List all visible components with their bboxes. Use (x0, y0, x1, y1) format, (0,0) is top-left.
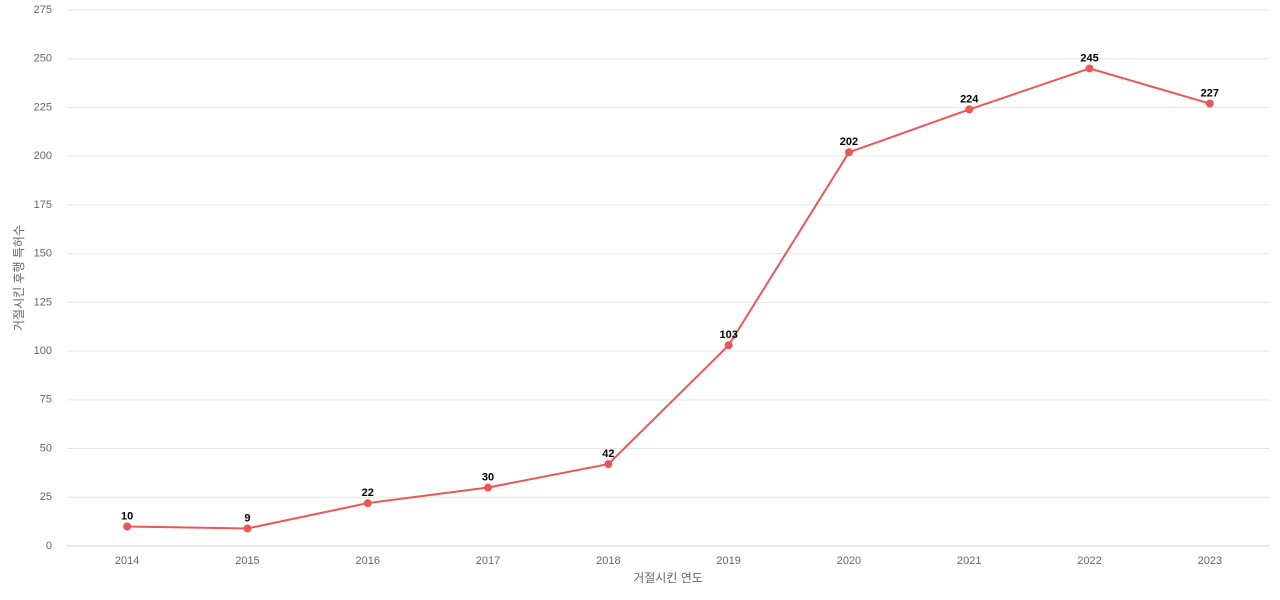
value-label: 42 (602, 448, 614, 460)
y-tick-label: 50 (40, 442, 52, 454)
value-label: 202 (840, 136, 858, 148)
point (363, 499, 372, 508)
value-label: 227 (1201, 87, 1219, 99)
y-tick-label: 200 (34, 150, 52, 162)
value-label: 30 (482, 471, 494, 483)
x-tick-label: 2014 (115, 555, 139, 567)
point (123, 522, 132, 531)
x-tick-label: 2016 (356, 555, 380, 567)
x-tick-label: 2017 (476, 555, 500, 567)
x-tick-label: 2018 (596, 555, 620, 567)
point (724, 341, 733, 350)
y-tick-label: 100 (34, 345, 52, 357)
point (243, 524, 252, 533)
y-tick-label: 75 (40, 394, 52, 406)
point (844, 148, 853, 157)
y-tick-label: 25 (40, 491, 52, 503)
value-label: 9 (244, 512, 250, 524)
y-tick-label: 225 (34, 101, 52, 113)
value-label: 245 (1080, 52, 1098, 64)
line (127, 67, 1211, 530)
value-label: 10 (121, 510, 133, 522)
y-tick-label: 125 (34, 296, 52, 308)
y-tick-label: 150 (34, 248, 52, 260)
x-tick-label: 2019 (716, 555, 740, 567)
point (604, 460, 613, 469)
y-tick-label: 275 (34, 4, 52, 16)
point (1205, 99, 1214, 108)
x-tick-label: 2015 (235, 555, 259, 567)
x-tick-label: 2023 (1198, 555, 1222, 567)
x-tick-label: 2022 (1077, 555, 1101, 567)
value-label: 103 (719, 329, 737, 341)
x-axis-label: 거절시킨 연도 (633, 571, 703, 585)
value-label: 22 (362, 487, 374, 499)
point (484, 483, 493, 492)
y-axis-label: 거절시킨 후행 특허수 (11, 225, 26, 331)
x-tick-label: 2021 (957, 555, 981, 567)
value-label: 224 (960, 93, 979, 105)
y-tick-label: 250 (34, 53, 52, 65)
point (1085, 64, 1094, 73)
point (965, 105, 974, 114)
y-tick-label: 0 (46, 540, 52, 552)
x-tick-label: 2020 (837, 555, 861, 567)
y-tick-label: 175 (34, 199, 52, 211)
